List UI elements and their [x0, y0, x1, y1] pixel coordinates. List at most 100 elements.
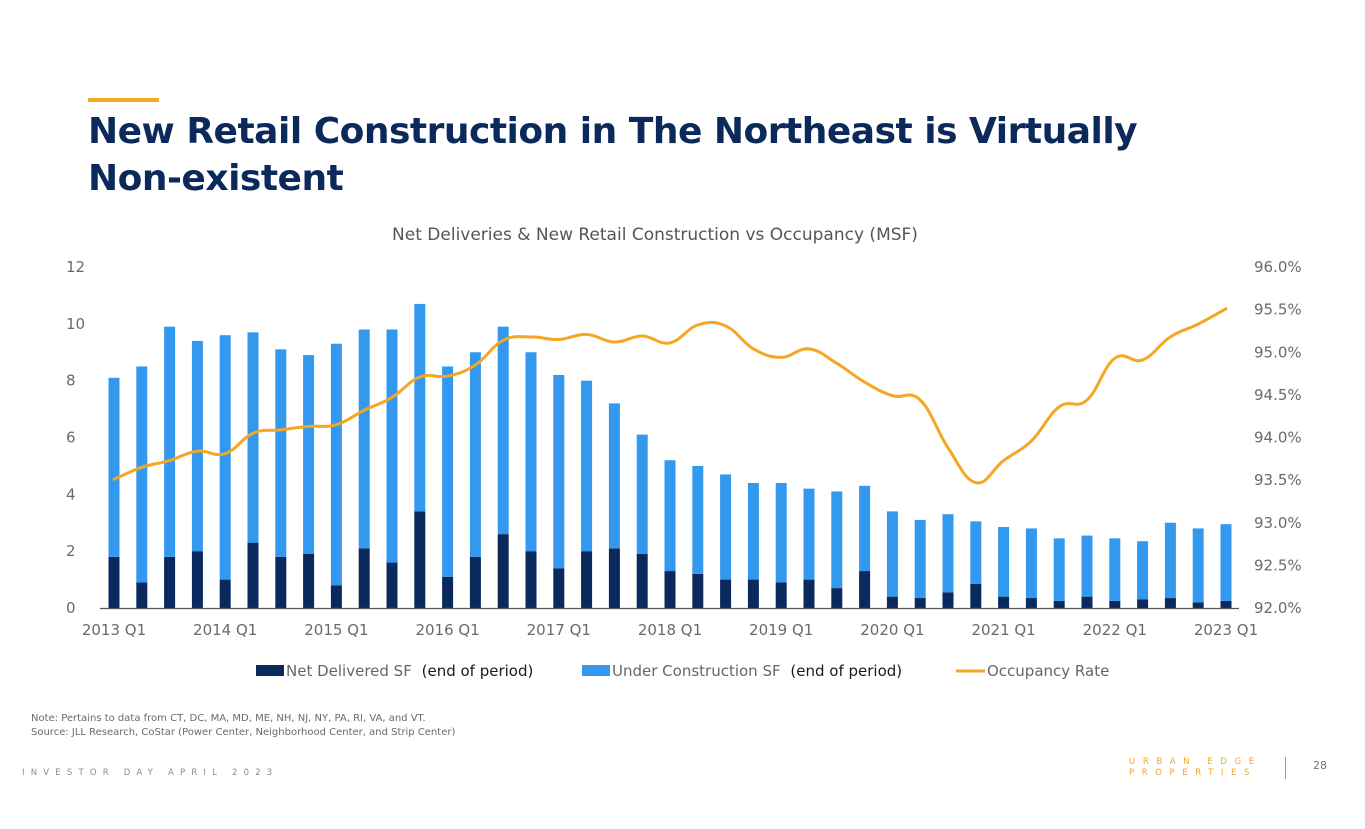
bar-under-construction — [775, 482, 787, 583]
event-footer: INVESTOR DAY APRIL 2023 — [22, 768, 279, 778]
legend-item-under-construction: Under Construction SF (end of period) — [582, 662, 902, 680]
bar-under-construction — [191, 340, 203, 552]
bar-under-construction — [886, 511, 898, 597]
bar-net-delivered — [886, 596, 898, 608]
x-tick-label: 2018 Q1 — [638, 621, 702, 639]
x-tick-label: 2020 Q1 — [860, 621, 924, 639]
bar-net-delivered — [608, 548, 620, 608]
bar-under-construction — [803, 488, 815, 580]
bar-under-construction — [1164, 522, 1176, 599]
bar-under-construction — [1109, 538, 1121, 601]
bar-net-delivered — [469, 556, 481, 608]
y-right-tick-label: 93.5% — [1254, 471, 1302, 489]
x-tick-label: 2014 Q1 — [193, 621, 257, 639]
bar-under-construction — [831, 491, 843, 589]
bar-under-construction — [747, 482, 759, 580]
y-right-tick-label: 95.5% — [1254, 301, 1302, 319]
bar-net-delivered — [775, 582, 787, 608]
bar-net-delivered — [303, 554, 315, 608]
bar-net-delivered — [497, 534, 509, 608]
y-left-tick-label: 8 — [66, 372, 76, 390]
legend-label-under-construction: Under Construction SF — [612, 662, 781, 680]
bar-net-delivered — [525, 551, 537, 608]
bar-net-delivered — [803, 579, 815, 608]
bar-under-construction — [497, 326, 509, 535]
y-right-tick-label: 93.0% — [1254, 514, 1302, 532]
bar-under-construction — [859, 485, 871, 572]
bar-net-delivered — [942, 592, 954, 608]
x-tick-label: 2017 Q1 — [527, 621, 591, 639]
bar-net-delivered — [581, 551, 593, 608]
bar-under-construction — [692, 465, 704, 574]
y-axis-right: 92.0% 92.5% 93.0% 93.5% 94.0% 94.5% 95.0% 95.5%… — [1254, 258, 1302, 617]
bar-net-delivered — [330, 585, 342, 608]
bar-under-construction — [1137, 541, 1149, 600]
y-right-tick-label: 94.0% — [1254, 429, 1302, 447]
bar-under-construction — [386, 329, 398, 563]
brand-logo: URBAN EDGE PROPERTIES — [1129, 757, 1262, 779]
legend-item-occupancy: Occupancy Rate — [956, 662, 1109, 680]
bar-net-delivered — [998, 596, 1010, 608]
bar-net-delivered — [247, 542, 259, 608]
note-text: Note: Pertains to data from CT, DC, MA, … — [31, 713, 426, 724]
brand-line-1: URBAN EDGE — [1129, 757, 1262, 767]
bar-under-construction — [330, 343, 342, 586]
y-right-tick-label: 95.0% — [1254, 343, 1302, 361]
bar-under-construction — [414, 303, 426, 512]
bar-under-construction — [914, 519, 926, 599]
y-left-tick-label: 2 — [66, 542, 76, 560]
bar-under-construction — [720, 474, 732, 580]
bar-net-delivered — [692, 573, 704, 608]
footnote: Note: Pertains to data from CT, DC, MA, … — [31, 712, 455, 740]
bar-under-construction — [608, 403, 620, 549]
brand-line-2: PROPERTIES — [1129, 768, 1257, 778]
bar-under-construction — [1220, 524, 1232, 601]
bar-under-construction — [998, 527, 1010, 597]
bar-net-delivered — [164, 556, 176, 608]
y-right-tick-label: 94.5% — [1254, 386, 1302, 404]
bar-under-construction — [636, 434, 648, 555]
legend-label-net-delivered: Net Delivered SF — [286, 662, 412, 680]
bar-under-construction — [469, 352, 481, 557]
x-tick-label: 2013 Q1 — [82, 621, 146, 639]
x-axis: 2013 Q1 2014 Q1 2015 Q1 2016 Q1 2017 Q1 2018 … — [82, 621, 1258, 639]
bar-net-delivered — [275, 556, 287, 608]
bar-net-delivered — [1081, 596, 1093, 608]
legend-swatch-under-construction — [582, 665, 610, 676]
bar-net-delivered — [1137, 599, 1149, 608]
bar-under-construction — [970, 521, 982, 584]
chart: Net Deliveries & New Retail Construction… — [66, 225, 1302, 680]
bar-net-delivered — [1220, 600, 1232, 608]
y-right-tick-label: 96.0% — [1254, 258, 1302, 276]
bar-net-delivered — [1192, 602, 1204, 608]
bar-net-delivered — [720, 579, 732, 608]
bar-under-construction — [442, 366, 454, 577]
bar-under-construction — [108, 377, 120, 557]
y-left-tick-label: 6 — [66, 429, 76, 447]
bar-net-delivered — [358, 548, 370, 608]
bar-net-delivered — [970, 583, 982, 608]
legend-label-occupancy: Occupancy Rate — [987, 662, 1109, 680]
bar-under-construction — [1081, 535, 1093, 597]
x-tick-label: 2019 Q1 — [749, 621, 813, 639]
bar-net-delivered — [442, 576, 454, 608]
svg-text:Net Delivered SF (end: Net Delivered SF (end of period) — [286, 662, 533, 680]
y-left-tick-label: 4 — [66, 485, 76, 503]
bar-net-delivered — [414, 511, 426, 608]
bar-under-construction — [164, 326, 176, 557]
bar-net-delivered — [553, 568, 565, 608]
bar-under-construction — [247, 332, 259, 543]
bar-net-delivered — [1053, 600, 1065, 608]
bar-under-construction — [1025, 528, 1037, 599]
bar-under-construction — [275, 349, 287, 557]
legend-suffix-net-delivered: (end of period) — [422, 662, 534, 680]
bar-net-delivered — [1109, 600, 1121, 608]
legend: Net Delivered SF (end of period) Under C… — [256, 662, 1109, 680]
page-title: New Retail Construction in The Northeast… — [88, 111, 1138, 199]
svg-text:Under Construction SF: Under Construction SF (end of period) — [612, 662, 902, 680]
y-axis-left: 0 2 4 6 8 10 12 — [66, 258, 85, 617]
bar-under-construction — [553, 374, 565, 569]
footer-divider — [1285, 757, 1286, 779]
y-right-tick-label: 92.5% — [1254, 556, 1302, 574]
title-accent-bar — [88, 98, 159, 102]
